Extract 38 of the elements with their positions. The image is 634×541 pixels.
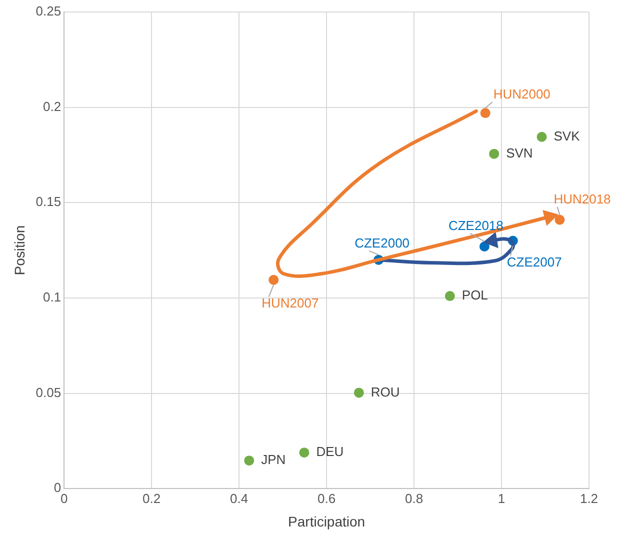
x-tick-label: 0.2 (142, 490, 161, 506)
annotation: SVK (554, 128, 580, 144)
point (543, 210, 557, 224)
x-tick-label: 0.4 (230, 490, 248, 506)
annotation: POL (462, 288, 488, 303)
point (536, 132, 547, 142)
point (480, 108, 490, 118)
y-tick-label: 0.25 (36, 4, 62, 19)
x-tick-label: 1.2 (580, 490, 598, 506)
point (444, 291, 455, 302)
x-tick-label: 0.6 (318, 490, 336, 506)
point (484, 233, 498, 248)
point (554, 214, 565, 225)
y-tick-label: 0.1 (43, 290, 62, 305)
point (299, 448, 310, 458)
y-tick-label: 0.2 (43, 98, 62, 114)
annotation: SVN (506, 145, 533, 160)
point (244, 456, 254, 466)
y-tick-label: 0.15 (36, 194, 62, 210)
annotation: HUN2007 (262, 295, 319, 310)
x-axis-title: Participation (288, 513, 366, 530)
annotation: HUN2000 (493, 86, 550, 102)
x-tick-label: 1 (498, 490, 506, 506)
annotation: HUN2018 (554, 191, 611, 206)
annotation: CZE2000 (354, 235, 410, 250)
point (489, 148, 500, 159)
point (268, 274, 279, 285)
annotation: CZE2007 (506, 254, 562, 270)
point (479, 241, 490, 252)
point (354, 388, 364, 398)
y-tick-label: 0 (54, 480, 62, 496)
y-axis-title: Position (11, 225, 28, 276)
annotation: JPN (261, 452, 286, 468)
y-tick-label: 0.05 (36, 384, 62, 400)
annotation: ROU (370, 384, 400, 400)
annotation: DEU (316, 444, 344, 460)
x-tick-label: 0.8 (404, 490, 424, 506)
annotation: CZE2018 (448, 218, 504, 234)
